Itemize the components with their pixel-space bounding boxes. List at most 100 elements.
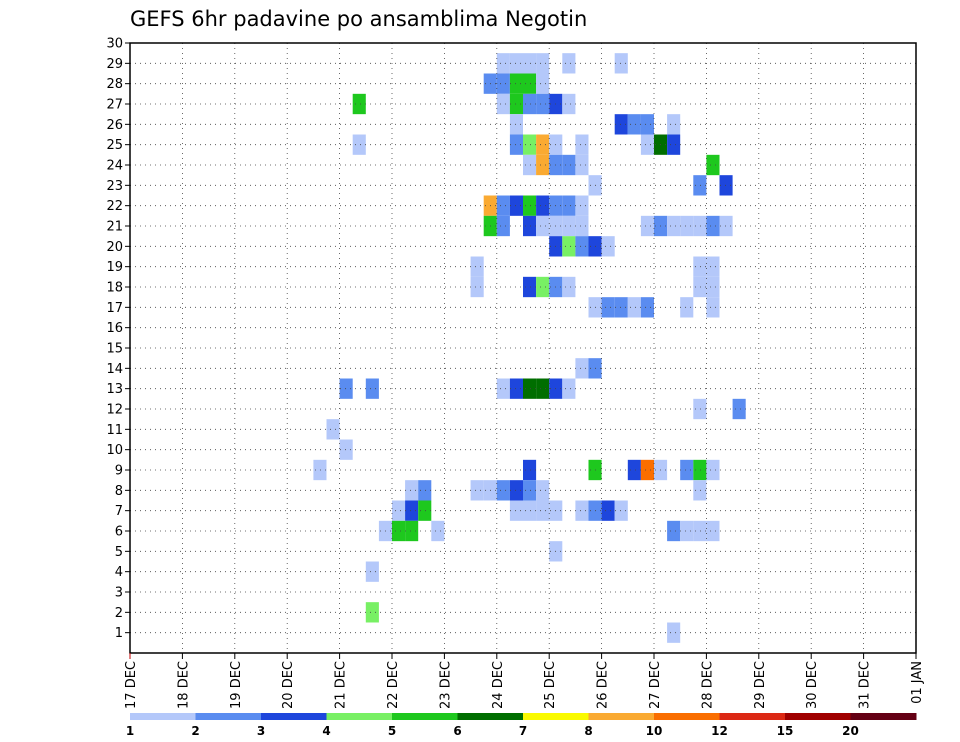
precip-cell bbox=[627, 114, 641, 135]
precip-cell bbox=[509, 93, 523, 115]
precip-cell bbox=[706, 297, 720, 318]
precip-cell bbox=[601, 297, 615, 318]
y-tick-label: 18 bbox=[106, 281, 123, 296]
y-tick-label: 20 bbox=[106, 240, 123, 255]
legend-label: 8 bbox=[584, 724, 592, 738]
x-tick-label: 19 DEC bbox=[229, 661, 244, 709]
precip-cell bbox=[562, 195, 576, 216]
legend-swatch bbox=[523, 713, 589, 720]
precip-cell bbox=[418, 500, 432, 521]
precip-cell bbox=[523, 480, 537, 501]
precip-cell bbox=[509, 53, 523, 74]
y-tick-label: 11 bbox=[106, 423, 123, 438]
precip-cell bbox=[614, 297, 628, 318]
precip-cell bbox=[523, 53, 537, 74]
precip-cell bbox=[667, 215, 681, 237]
x-tick-label: 23 DEC bbox=[438, 661, 453, 709]
precip-cell bbox=[496, 195, 510, 216]
precip-cell bbox=[523, 73, 537, 94]
precip-cell bbox=[680, 520, 694, 542]
precip-cell bbox=[706, 215, 720, 237]
precip-cell bbox=[627, 297, 641, 318]
x-tick-label: 01 JAN bbox=[910, 661, 925, 704]
x-tick-label: 28 DEC bbox=[700, 661, 715, 709]
precip-cell bbox=[392, 500, 406, 521]
x-axis: 17 DEC 18 DEC 19 DEC 20 DEC 21 DEC 22 DEC 23 D… bbox=[124, 653, 925, 709]
x-tick-label: 22 DEC bbox=[386, 661, 401, 709]
x-tick-label: 31 DEC bbox=[858, 661, 873, 709]
precip-cell bbox=[706, 154, 720, 176]
precip-cell bbox=[562, 378, 576, 399]
precip-cell bbox=[352, 93, 366, 115]
precip-cell bbox=[575, 236, 589, 257]
precip-cell bbox=[601, 500, 615, 521]
precip-cell bbox=[575, 195, 589, 216]
precip-cell bbox=[405, 480, 419, 501]
y-tick-label: 23 bbox=[106, 179, 123, 194]
precip-cell bbox=[536, 378, 550, 399]
precip-cell bbox=[562, 215, 576, 237]
precip-cell bbox=[496, 378, 510, 399]
x-tick-label: 29 DEC bbox=[753, 661, 768, 709]
precip-cell bbox=[496, 215, 510, 237]
precip-cell bbox=[706, 256, 720, 277]
precip-cell bbox=[470, 276, 484, 298]
legend-label: 12 bbox=[711, 724, 728, 738]
y-tick-label: 12 bbox=[106, 403, 123, 418]
legend-swatch bbox=[392, 713, 458, 720]
precip-cell bbox=[614, 53, 628, 74]
precip-cell bbox=[562, 93, 576, 115]
y-tick-label: 27 bbox=[106, 98, 123, 113]
legend-swatch bbox=[261, 713, 327, 720]
y-tick-label: 1 bbox=[115, 626, 123, 641]
x-tick-label: 30 DEC bbox=[805, 661, 820, 709]
precip-cell bbox=[536, 93, 550, 115]
precip-cell bbox=[575, 358, 589, 379]
precip-cell bbox=[418, 480, 432, 501]
y-tick-label: 5 bbox=[115, 545, 123, 560]
y-tick-label: 19 bbox=[106, 260, 123, 275]
precip-cell bbox=[339, 439, 353, 460]
legend-label: 15 bbox=[777, 724, 794, 738]
precip-cell bbox=[693, 459, 707, 481]
legend-swatch bbox=[785, 713, 851, 720]
y-tick-label: 21 bbox=[106, 220, 123, 235]
precip-cell bbox=[352, 134, 366, 155]
precip-cell bbox=[536, 134, 550, 155]
y-axis: 1234567891011121314151617181920212223242… bbox=[106, 37, 130, 641]
y-tick-label: 28 bbox=[106, 77, 123, 92]
precip-cell bbox=[509, 114, 523, 135]
y-tick-label: 14 bbox=[106, 362, 123, 377]
precip-cell bbox=[706, 520, 720, 542]
precip-cell bbox=[575, 134, 589, 155]
precip-cell bbox=[575, 500, 589, 521]
color-legend: 1 2 3 4 5 6 7 8 10 12 15 20 bbox=[126, 713, 917, 738]
precip-cell bbox=[562, 276, 576, 298]
precip-cell bbox=[536, 195, 550, 216]
precip-cell bbox=[509, 134, 523, 155]
precip-cell bbox=[470, 256, 484, 277]
precip-cell bbox=[509, 500, 523, 521]
x-tick-label: 27 DEC bbox=[648, 661, 663, 709]
precip-cell bbox=[523, 500, 537, 521]
x-tick-label: 26 DEC bbox=[596, 661, 611, 709]
precip-cell bbox=[640, 134, 654, 155]
precip-cell bbox=[693, 398, 707, 420]
precip-cell bbox=[601, 236, 615, 257]
legend-label: 1 bbox=[126, 724, 134, 738]
y-tick-label: 10 bbox=[106, 443, 123, 458]
precip-cell bbox=[693, 256, 707, 277]
precip-cell bbox=[470, 480, 484, 501]
legend-swatch bbox=[130, 713, 196, 720]
chart-title: GEFS 6hr padavine po ansamblima Negotin bbox=[130, 7, 587, 31]
x-tick-label: 20 DEC bbox=[281, 661, 296, 709]
precip-cell bbox=[536, 215, 550, 237]
precip-cell bbox=[640, 297, 654, 318]
precip-cell bbox=[431, 520, 445, 542]
precip-cell bbox=[693, 276, 707, 298]
precip-cell bbox=[509, 73, 523, 94]
legend-label: 7 bbox=[519, 724, 527, 738]
x-tick-label: 21 DEC bbox=[334, 661, 349, 709]
y-tick-label: 22 bbox=[106, 199, 123, 214]
